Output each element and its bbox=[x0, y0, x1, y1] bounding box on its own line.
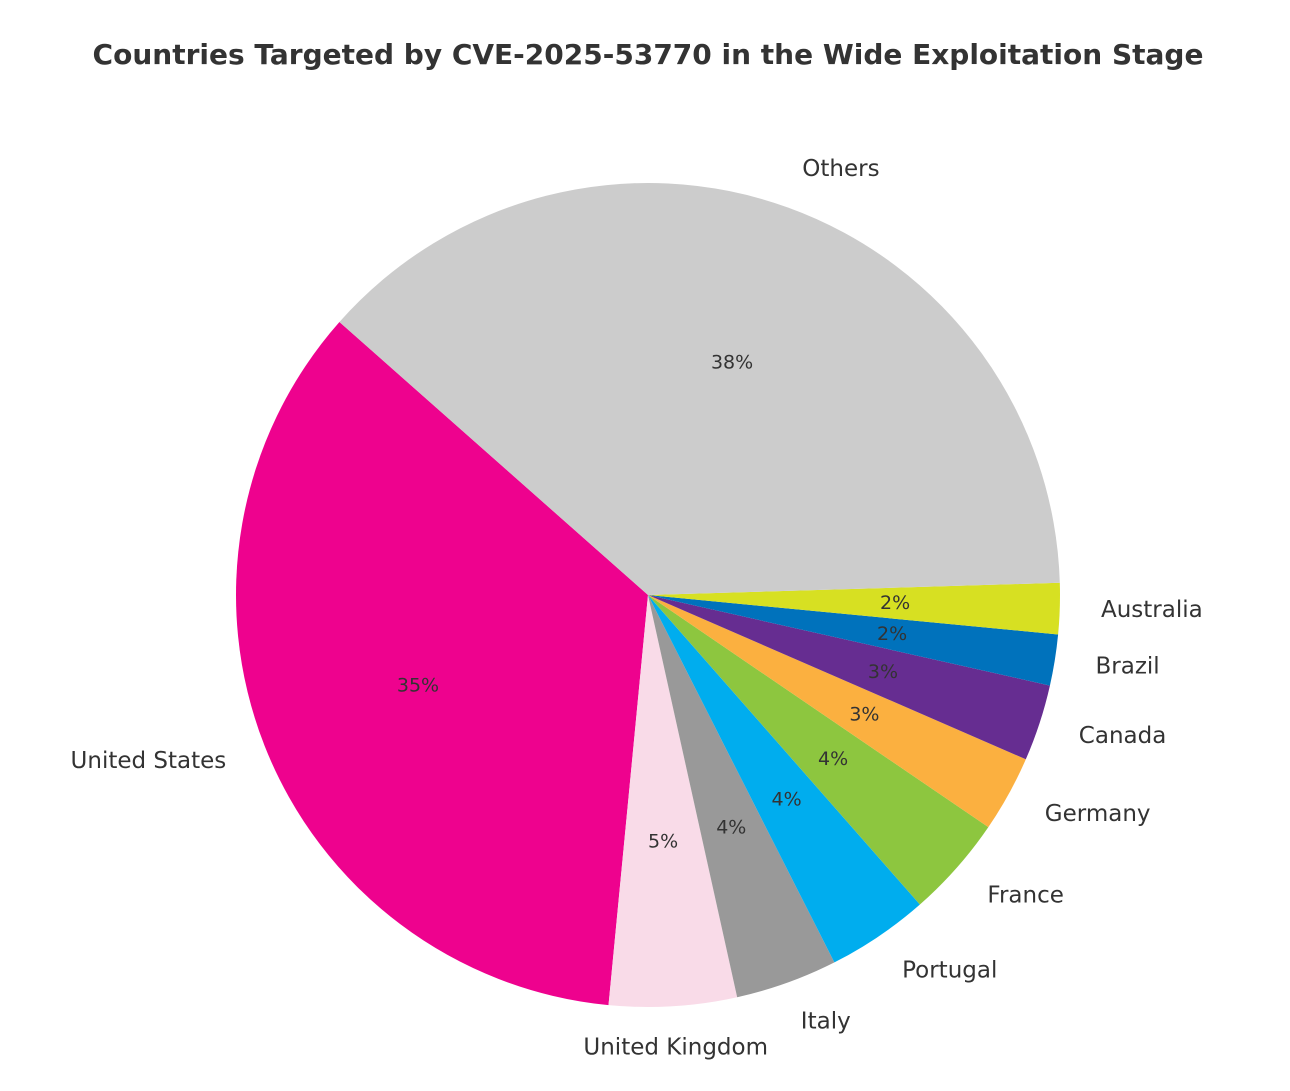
slice-percent-label: 35% bbox=[397, 675, 439, 697]
slice-category-label: United States bbox=[71, 748, 227, 774]
slice-category-label: Portugal bbox=[902, 957, 997, 983]
pie-slice bbox=[648, 595, 1026, 828]
slice-percent-label: 4% bbox=[818, 748, 848, 770]
pie-slice bbox=[648, 595, 920, 963]
slice-category-label: Australia bbox=[1101, 597, 1203, 623]
slice-category-label: Others bbox=[802, 156, 879, 182]
slice-percent-label: 4% bbox=[716, 817, 746, 839]
pie-slice bbox=[648, 595, 1059, 686]
pie-category-labels: United States United Kingdom Italy Portugal… bbox=[71, 156, 1203, 1061]
pie-slice bbox=[339, 182, 1060, 595]
slice-category-label: Italy bbox=[801, 1009, 851, 1035]
pie-slice bbox=[608, 595, 738, 1007]
slice-category-label: Canada bbox=[1079, 723, 1167, 749]
slice-percent-label: 3% bbox=[868, 661, 898, 683]
slice-percent-label: 2% bbox=[880, 592, 910, 614]
pie-slice bbox=[648, 582, 1061, 635]
slice-category-label: France bbox=[987, 882, 1063, 908]
slice-percent-label: 2% bbox=[877, 623, 907, 645]
slice-percent-label: 4% bbox=[772, 789, 802, 811]
pie-slice bbox=[236, 322, 648, 1006]
slice-percent-label: 3% bbox=[849, 704, 879, 726]
slice-percent-label: 5% bbox=[648, 831, 678, 853]
pie-slice bbox=[648, 595, 1050, 760]
pie-slice bbox=[648, 595, 835, 998]
pie-slices bbox=[236, 182, 1061, 1007]
pie-slice bbox=[648, 595, 989, 905]
pie-percent-labels: 35%5%4%4%4%3%3%2%2%38% bbox=[397, 352, 910, 853]
slice-category-label: United Kingdom bbox=[583, 1034, 768, 1060]
slice-category-label: Brazil bbox=[1096, 654, 1160, 680]
chart-title: Countries Targeted by CVE-2025-53770 in … bbox=[92, 38, 1204, 71]
slice-percent-label: 38% bbox=[711, 352, 753, 374]
slice-category-label: Germany bbox=[1045, 801, 1151, 827]
